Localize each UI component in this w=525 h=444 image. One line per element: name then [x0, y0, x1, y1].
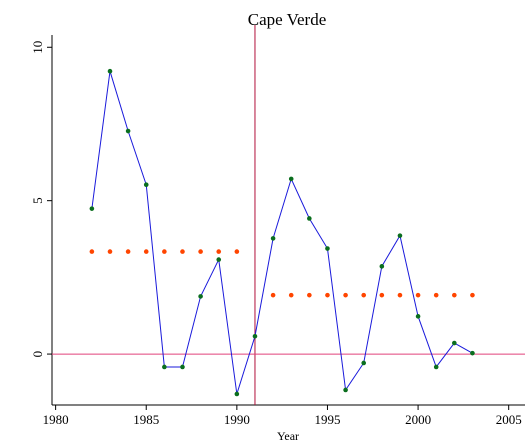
data-point	[89, 249, 95, 254]
data-point	[234, 249, 240, 254]
x-tick-label: 1990	[224, 412, 250, 427]
x-axis-label: Year	[277, 429, 299, 443]
x-tick-label: 1985	[133, 412, 159, 427]
data-point	[234, 391, 240, 397]
y-tick-label: 5	[30, 197, 45, 204]
x-tick-label: 1980	[43, 412, 69, 427]
data-point	[270, 292, 276, 298]
data-point	[343, 292, 348, 298]
data-point	[433, 364, 439, 370]
data-point	[216, 249, 222, 254]
data-point	[143, 182, 149, 188]
data-point	[288, 176, 294, 182]
data-point	[379, 264, 385, 269]
data-point	[470, 292, 475, 298]
data-point	[415, 314, 421, 319]
data-point	[125, 128, 131, 134]
data-point	[107, 249, 113, 254]
data-point	[198, 249, 203, 254]
x-tick-label: 2005	[496, 412, 522, 427]
y-tick-label: 0	[30, 351, 45, 358]
data-point	[198, 294, 203, 299]
data-point	[325, 246, 330, 251]
data-point	[252, 333, 258, 339]
data-point	[107, 68, 113, 74]
data-point	[379, 292, 385, 298]
x-tick-label: 2000	[405, 412, 431, 427]
data-point	[162, 364, 167, 370]
data-point	[180, 364, 185, 370]
data-point	[452, 340, 457, 346]
data-point	[270, 236, 276, 241]
data-point	[307, 216, 312, 221]
data-point	[89, 206, 95, 211]
x-tick-label: 1995	[314, 412, 340, 427]
data-point	[216, 257, 222, 262]
chart-title: Cape Verde	[248, 10, 327, 29]
data-point	[470, 350, 475, 356]
data-point	[307, 292, 312, 298]
data-point	[288, 292, 294, 298]
data-point	[343, 387, 348, 393]
data-point	[361, 292, 367, 298]
data-point	[125, 249, 131, 254]
data-point	[162, 249, 167, 254]
data-point	[433, 292, 439, 298]
data-point	[143, 249, 149, 254]
data-point	[397, 233, 403, 238]
data-point	[325, 292, 330, 298]
y-tick-label: 10	[30, 41, 45, 54]
data-point	[452, 292, 457, 298]
data-point	[415, 292, 421, 298]
data-point	[180, 249, 185, 254]
data-line	[91, 71, 473, 395]
data-point	[397, 292, 403, 298]
data-point	[361, 360, 367, 366]
